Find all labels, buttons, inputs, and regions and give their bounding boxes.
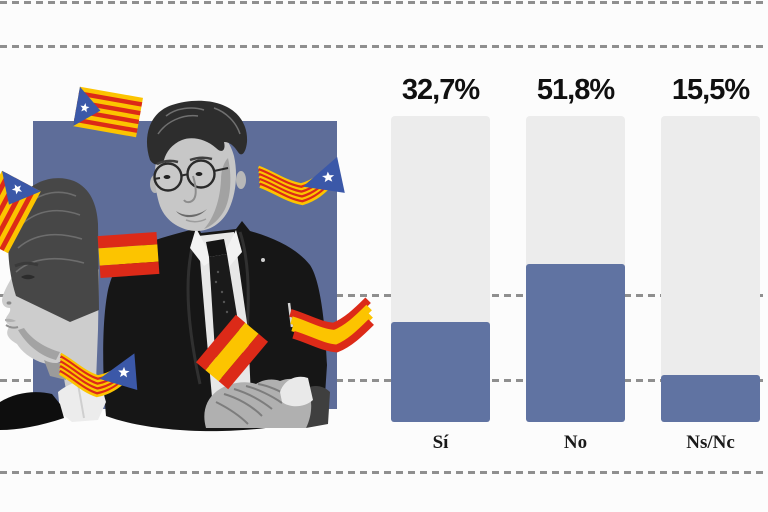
bar-fill [661,374,760,422]
category-label: Sí [432,432,449,453]
value-label: 32,7% [401,74,480,106]
spain-flag-middle [97,231,160,279]
estelada-flag-bottom-left [57,348,140,402]
value-label: 51,8% [536,74,615,106]
bar-column-no: 51,8% No [526,70,625,454]
category-label: Ns/Nc [686,432,735,453]
estelada-flag-right [256,155,345,211]
dashed-gridline [0,45,768,48]
value-label: 15,5% [671,74,750,106]
bar-column-nsnc: 15,5% Ns/Nc [661,70,760,454]
dashed-gridline [0,379,768,382]
dashed-gridline [0,294,768,297]
photo-collage [0,0,380,440]
bar-track [661,116,760,422]
bar-track [526,116,625,422]
category-label: No [563,432,588,453]
spain-flag-wavy-right [288,294,377,359]
bar-column-si: 32,7% Sí [391,70,490,454]
bar-track [391,116,490,422]
dashed-gridline [0,471,768,474]
dashed-gridline [0,1,768,4]
sanchez-figure [0,178,106,430]
bar-fill [391,321,490,422]
bar-fill [526,263,625,422]
